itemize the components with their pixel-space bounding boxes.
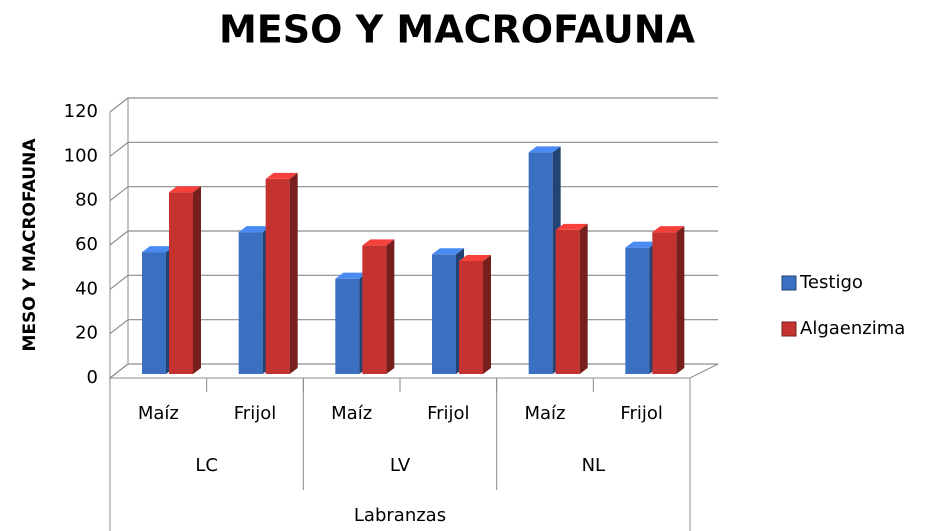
y-tick-label: 100 bbox=[64, 145, 98, 166]
y-tick-label: 60 bbox=[75, 234, 98, 255]
grid-line bbox=[109, 230, 718, 246]
bar-side bbox=[483, 254, 491, 374]
grid-line bbox=[109, 186, 718, 202]
bar-top bbox=[362, 239, 395, 246]
y-tick-label: 20 bbox=[75, 323, 98, 344]
bar bbox=[652, 226, 685, 374]
bar bbox=[555, 223, 588, 374]
bar-front bbox=[362, 245, 387, 374]
x-tick-label: Maíz bbox=[138, 403, 179, 424]
grid-line bbox=[109, 141, 718, 157]
bar-top bbox=[335, 272, 368, 279]
bar-front bbox=[142, 252, 166, 374]
bar-side bbox=[676, 226, 685, 374]
legend-label: Testigo bbox=[799, 272, 863, 293]
group-label: LV bbox=[390, 455, 411, 476]
bar-top bbox=[528, 146, 561, 153]
bar-top bbox=[169, 186, 201, 193]
bar-front bbox=[265, 178, 290, 374]
bar-side bbox=[579, 223, 588, 374]
grid-line bbox=[109, 97, 718, 113]
bar-side bbox=[289, 172, 298, 374]
bar bbox=[265, 172, 298, 374]
x-tick-label: Maíz bbox=[524, 403, 565, 424]
group-label: LC bbox=[195, 455, 218, 476]
bar-side bbox=[193, 186, 201, 374]
chart-title: MESO Y MACROFAUNA bbox=[219, 8, 696, 52]
bar-front bbox=[652, 232, 677, 374]
x-tick-label: Frijol bbox=[427, 403, 469, 424]
bar-front bbox=[459, 260, 483, 374]
bar bbox=[169, 186, 201, 374]
bar-side bbox=[386, 239, 395, 374]
bar-front bbox=[238, 232, 263, 374]
x-tick-label: Maíz bbox=[331, 403, 372, 424]
y-tick-label: 40 bbox=[75, 278, 98, 299]
bar-top bbox=[652, 226, 685, 233]
bar-front bbox=[625, 247, 650, 374]
legend-swatch bbox=[781, 275, 797, 291]
bar-top bbox=[432, 248, 464, 255]
bar-top bbox=[265, 172, 298, 179]
y-tick-label: 80 bbox=[75, 190, 98, 211]
bar-top bbox=[625, 241, 658, 248]
bar-top bbox=[555, 223, 588, 230]
x-tick-label: Frijol bbox=[234, 403, 276, 424]
bar-front bbox=[169, 192, 193, 374]
bar-top bbox=[238, 226, 271, 233]
x-axis-title: Labranzas bbox=[354, 505, 446, 526]
bar-top bbox=[142, 246, 174, 253]
group-label: NL bbox=[582, 455, 606, 476]
bar bbox=[459, 254, 491, 374]
bar-front bbox=[335, 278, 360, 374]
y-tick-label: 120 bbox=[64, 101, 98, 122]
bar-front bbox=[432, 254, 456, 374]
bar bbox=[362, 239, 395, 374]
bar-front bbox=[555, 229, 580, 374]
x-tick-label: Frijol bbox=[620, 403, 662, 424]
bar-top bbox=[459, 254, 491, 261]
bar-front bbox=[528, 152, 553, 374]
y-tick-label: 0 bbox=[87, 367, 98, 388]
legend-swatch bbox=[781, 321, 797, 337]
legend-label: Algaenzima bbox=[800, 318, 905, 339]
y-axis-title: MESO Y MACROFAUNA bbox=[20, 138, 40, 352]
